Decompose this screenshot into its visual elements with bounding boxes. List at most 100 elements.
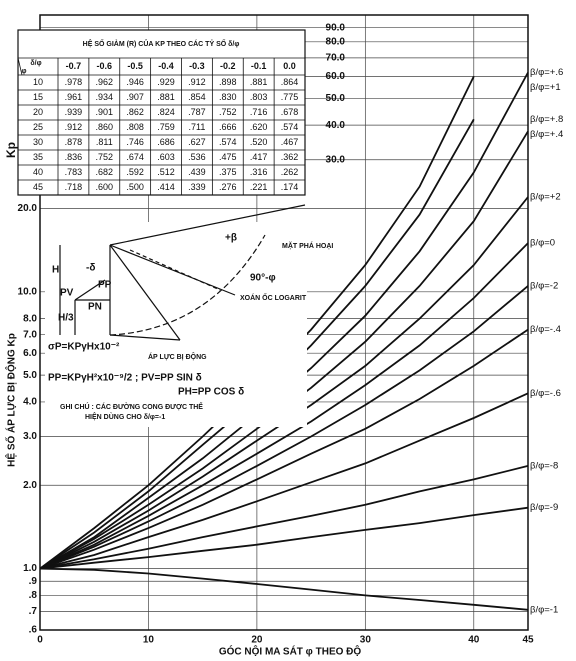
table-cell: .316	[250, 167, 268, 177]
y-tick-label: 6.0	[23, 348, 37, 359]
diagram-label: PP	[98, 280, 112, 291]
table-cell: .946	[126, 77, 144, 87]
legend-label: β/φ=-8	[530, 460, 558, 471]
table-cell: .592	[126, 167, 144, 177]
x-tick-label: 40	[468, 635, 480, 646]
legend-label: β/φ=-1	[530, 604, 558, 615]
table-cell: .417	[250, 152, 268, 162]
table-cell: .939	[65, 107, 83, 117]
table-cell: .783	[65, 167, 83, 177]
table-header: -0.4	[158, 61, 174, 71]
y-tick-label: 2.0	[23, 480, 37, 491]
table-cell: .752	[219, 107, 237, 117]
table-cell: .375	[219, 167, 237, 177]
table-cell: .574	[281, 122, 299, 132]
y-tick-label: 4.0	[23, 397, 37, 408]
y-tick-label: 20.0	[18, 203, 38, 214]
diagram-label: 90°-φ	[250, 273, 276, 284]
y-tick-label: 40.0	[326, 120, 346, 131]
y-tick-label: .8	[29, 590, 38, 601]
table-cell: .221	[250, 182, 268, 192]
base-line	[109, 334, 181, 341]
diagram-label: MẶT PHÁ HOẠI	[282, 241, 333, 250]
table-cell: .174	[281, 182, 299, 192]
legend-label: β/φ=0	[530, 238, 555, 249]
formula: PH=PP COS δ	[178, 387, 244, 398]
table-header: -0.6	[97, 61, 113, 71]
note: HIỆN DÙNG CHO δ/φ=-1	[85, 412, 165, 421]
corner-diagonal	[17, 57, 23, 76]
x-tick-label: 0	[37, 635, 43, 646]
note: GHI CHÚ : CÁC ĐƯỜNG CONG ĐƯỢC THỂ	[60, 402, 203, 411]
table-title: HỆ SỐ GIẢM (R) CỦA KP THEO CÁC TỶ SỐ δ/φ	[83, 38, 240, 48]
y-tick-label: 1.0	[23, 563, 37, 574]
table-cell: .414	[157, 182, 175, 192]
table-cell: .574	[219, 137, 237, 147]
y-tick-label: .7	[29, 606, 38, 617]
x-tick-label: 20	[251, 635, 263, 646]
table-cell: .520	[250, 137, 268, 147]
inset-diagram: +β MẶT PHÁ HOẠI H -δ PP PV PN 90°-φ XOÁN…	[45, 204, 333, 427]
diagram-label: σP=KPγHx10⁻²	[48, 342, 120, 353]
plot-frame	[39, 14, 529, 631]
legend-label: β/φ=-2	[530, 280, 558, 291]
y-axis-label: HỆ SỐ ÁP LỰC BỊ ĐỘNG Kp	[4, 333, 18, 467]
diagram-label: ÁP LỰC BỊ ĐỘNG	[148, 352, 207, 361]
table-cell: .907	[126, 92, 144, 102]
y-tick-label: 70.0	[326, 53, 346, 64]
table-cell: .276	[219, 182, 237, 192]
table-cell: 15	[33, 92, 43, 102]
table-header: -0.3	[189, 61, 205, 71]
legend-label: β/φ=-9	[530, 502, 558, 513]
legend-label: β/φ=-.4	[530, 324, 561, 335]
y-tick-label: 8.0	[23, 313, 37, 324]
table-cell: .467	[281, 137, 299, 147]
table-cell: .682	[96, 167, 114, 177]
curve	[39, 242, 529, 570]
corner-top: δ/φ	[30, 60, 41, 67]
x-tick-label: 10	[143, 635, 155, 646]
spiral	[109, 234, 266, 336]
diagram-label: PN	[88, 302, 102, 313]
table-cell: .881	[250, 77, 268, 87]
legend-label: β/φ=-.6	[530, 388, 561, 399]
table-cell: .803	[250, 92, 268, 102]
y-tick-label: 7.0	[23, 329, 37, 340]
table-cell: 20	[33, 107, 43, 117]
table-header: -0.7	[66, 61, 82, 71]
diagram-label: +β	[225, 233, 237, 244]
y-tick-label: 10.0	[18, 286, 38, 297]
table-header: 0.0	[283, 61, 296, 71]
table-cell: .860	[96, 122, 114, 132]
curve	[39, 328, 529, 570]
table-cell: 35	[33, 152, 43, 162]
table-cell: .898	[219, 77, 237, 87]
table-cell: .718	[65, 182, 83, 192]
diagram-label: -δ	[86, 263, 95, 274]
table-cell: .600	[96, 182, 114, 192]
table-cell: .262	[281, 167, 299, 177]
x-axis-label: GÓC NỘI MA SÁT φ THEO ĐỘ	[219, 645, 362, 658]
table-cell: .854	[188, 92, 206, 102]
table-cell: .674	[126, 152, 144, 162]
table-cell: .978	[65, 77, 83, 87]
table-cell: .603	[157, 152, 175, 162]
table-cell: .620	[250, 122, 268, 132]
table-cell: 40	[33, 167, 43, 177]
table-cell: .752	[96, 152, 114, 162]
table-cell: .759	[157, 122, 175, 132]
table-cell: .824	[157, 107, 175, 117]
legend-label: β/φ=+.8	[530, 114, 563, 125]
y-tick-label: 5.0	[23, 370, 37, 381]
y-tick-label: 90.0	[326, 22, 346, 33]
y-tick-label: 80.0	[326, 36, 346, 47]
diagram-label: H	[52, 265, 59, 276]
table-cell: .808	[126, 122, 144, 132]
table-cell: .475	[219, 152, 237, 162]
table-cell: .678	[281, 107, 299, 117]
table-cell: .439	[188, 167, 206, 177]
table-cell: .536	[188, 152, 206, 162]
table-cell: .362	[281, 152, 299, 162]
curve	[39, 465, 529, 570]
table-cell: .934	[96, 92, 114, 102]
